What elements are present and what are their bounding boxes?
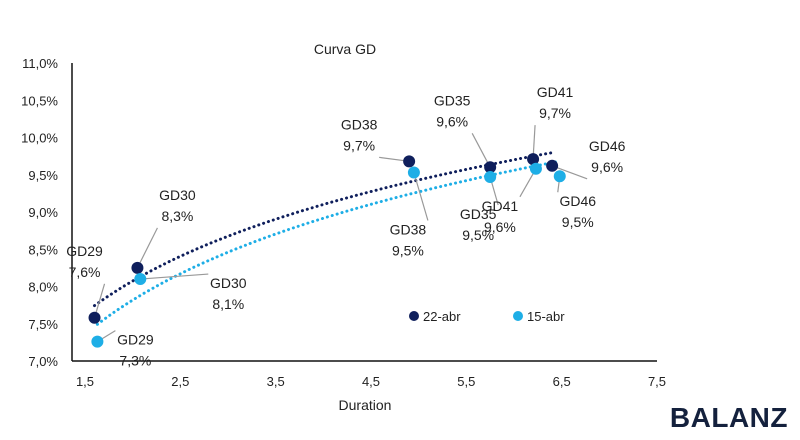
data-label-value: 8,1% xyxy=(212,296,244,312)
x-tick-label: 4,5 xyxy=(362,374,380,389)
data-label-value: 9,6% xyxy=(591,159,623,175)
y-tick-label: 7,5% xyxy=(28,317,58,332)
data-label-value: 9,5% xyxy=(462,227,494,243)
data-point-22-abr-GD41 xyxy=(527,153,540,166)
data-label-name: GD41 xyxy=(482,198,519,214)
x-tick-label: 7,5 xyxy=(648,374,666,389)
data-label-value: 9,7% xyxy=(343,137,375,153)
x-tick-label: 6,5 xyxy=(553,374,571,389)
x-tick-label: 2,5 xyxy=(171,374,189,389)
data-label-name: GD35 xyxy=(460,206,497,222)
x-axis-label: Duration xyxy=(339,397,392,413)
data-label-name: GD41 xyxy=(537,84,574,100)
y-tick-label: 7,0% xyxy=(28,354,58,369)
data-label-name: GD29 xyxy=(117,332,154,348)
data-point-22-abr-GD30 xyxy=(131,261,144,274)
data-label-name: GD30 xyxy=(159,187,196,203)
data-label-name: GD29 xyxy=(66,243,103,259)
leader-line xyxy=(136,227,158,269)
leader-line xyxy=(471,133,491,168)
leader-line xyxy=(140,273,209,280)
y-tick-label: 10,5% xyxy=(21,93,58,108)
data-point-15-abr-GD30 xyxy=(134,273,147,286)
data-label-name: GD46 xyxy=(589,138,626,154)
data-point-22-abr-GD38 xyxy=(403,155,416,168)
data-point-22-abr-GD29 xyxy=(88,311,101,324)
data-label-value: 8,3% xyxy=(161,208,193,224)
legend-label: 22-abr xyxy=(423,309,461,324)
y-tick-label: 9,0% xyxy=(28,205,58,220)
x-tick-label: 5,5 xyxy=(457,374,475,389)
data-point-15-abr-GD41 xyxy=(529,162,542,175)
y-tick-label: 8,0% xyxy=(28,280,58,295)
data-point-22-abr-GD35 xyxy=(484,161,497,174)
y-tick-label: 8,5% xyxy=(28,242,58,257)
legend-label: 15-abr xyxy=(527,309,565,324)
data-label-name: GD30 xyxy=(210,275,247,291)
data-point-15-abr-GD46 xyxy=(553,170,566,183)
leader-line xyxy=(413,172,429,221)
y-tick-label: 11,0% xyxy=(22,56,58,71)
chart-title: Curva GD xyxy=(314,41,376,57)
trendline-22-abr xyxy=(93,151,554,308)
data-label-value: 7,6% xyxy=(69,264,101,280)
data-label-name: GD38 xyxy=(341,116,378,132)
data-point-15-abr-GD29 xyxy=(91,335,104,348)
data-label-value: 9,5% xyxy=(562,214,594,230)
brand-logo: BALANZ xyxy=(669,402,788,433)
data-point-15-abr-GD35 xyxy=(484,170,497,183)
data-label-value: 9,6% xyxy=(436,113,468,129)
data-point-22-abr-GD46 xyxy=(546,159,559,172)
data-label-value: 9,5% xyxy=(392,243,424,259)
data-label-name: GD46 xyxy=(559,193,596,209)
leader-line xyxy=(551,165,588,180)
data-label-value: 9,7% xyxy=(539,105,571,121)
y-tick-label: 9,5% xyxy=(28,168,58,183)
data-point-15-abr-GD38 xyxy=(407,166,420,179)
data-label-value: 7,3% xyxy=(119,353,151,369)
legend-marker-22-abr xyxy=(409,311,419,321)
data-label-name: GD38 xyxy=(390,222,427,238)
x-tick-label: 1,5 xyxy=(76,374,94,389)
y-tick-label: 10,0% xyxy=(21,131,58,146)
legend-marker-15-abr xyxy=(513,311,523,321)
x-tick-label: 3,5 xyxy=(267,374,285,389)
data-label-value: 9,6% xyxy=(484,219,516,235)
data-label-name: GD35 xyxy=(434,92,471,108)
